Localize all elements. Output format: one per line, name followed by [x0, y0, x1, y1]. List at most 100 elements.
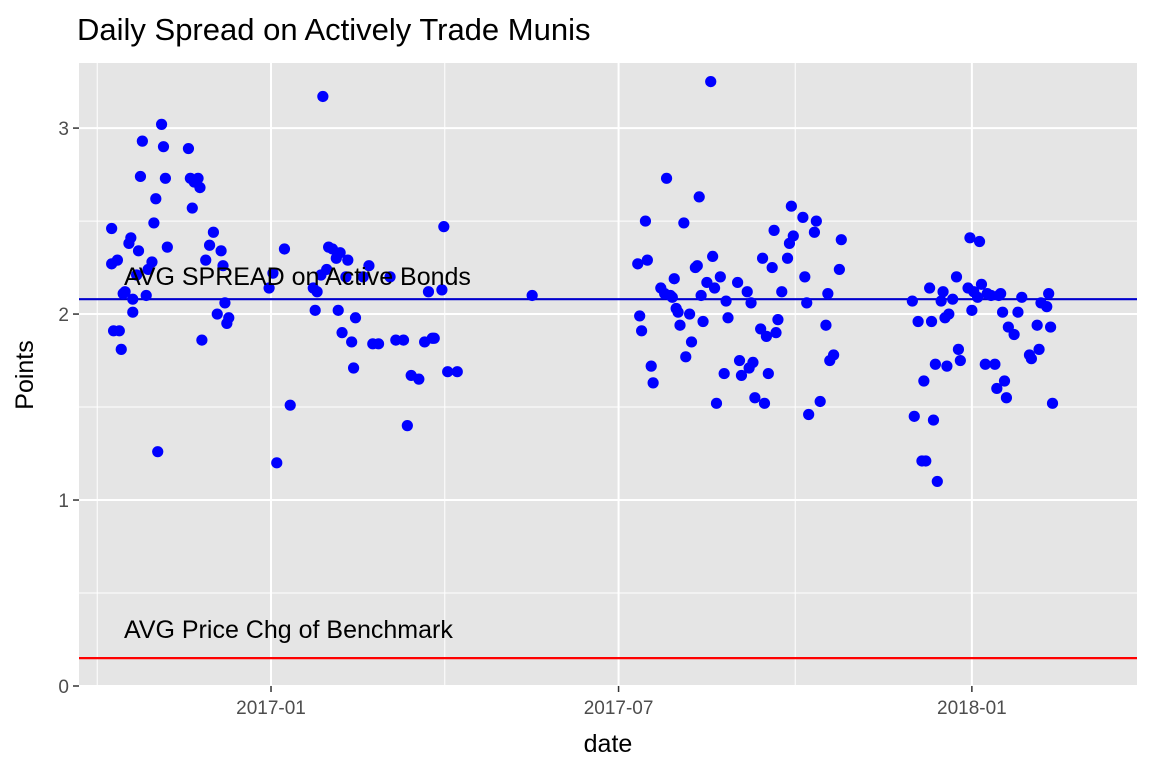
- y-axis: 0 1 2 3: [58, 119, 79, 698]
- data-point: [787, 230, 799, 242]
- data-point: [920, 455, 932, 467]
- data-point: [660, 172, 673, 184]
- data-point: [207, 226, 220, 238]
- data-point: [647, 377, 659, 389]
- data-point: [1008, 328, 1020, 341]
- plot-panel: [79, 63, 1137, 686]
- data-point: [998, 375, 1011, 387]
- data-point: [127, 306, 139, 318]
- data-point: [935, 295, 947, 307]
- data-point: [271, 457, 283, 469]
- data-point: [666, 291, 678, 303]
- data-point: [1031, 319, 1043, 331]
- data-point: [808, 226, 821, 238]
- y-tick-label: 1: [58, 491, 69, 512]
- data-point: [111, 254, 124, 266]
- data-point: [708, 282, 721, 294]
- data-point: [685, 336, 698, 348]
- data-point: [438, 221, 450, 233]
- data-point: [964, 232, 976, 244]
- data-point: [941, 360, 953, 372]
- data-point: [722, 312, 734, 324]
- data-point: [384, 271, 396, 283]
- data-points: [106, 75, 1059, 488]
- data-point: [733, 354, 746, 367]
- data-point: [106, 222, 118, 235]
- data-point: [912, 315, 924, 328]
- data-point: [772, 314, 784, 326]
- data-point: [397, 334, 410, 346]
- data-point: [943, 308, 955, 320]
- major-gridlines: [79, 63, 1137, 687]
- data-point: [334, 247, 346, 259]
- data-point: [718, 367, 730, 380]
- data-point: [705, 75, 717, 88]
- data-point: [954, 354, 966, 367]
- data-point: [770, 327, 782, 339]
- data-point: [203, 239, 216, 251]
- data-point: [155, 118, 168, 130]
- y-tick-label: 2: [58, 305, 69, 326]
- data-point: [996, 306, 1009, 318]
- data-point: [937, 286, 949, 298]
- data-point: [973, 235, 986, 248]
- data-point: [442, 366, 454, 378]
- data-point: [1000, 392, 1013, 404]
- data-point: [390, 334, 402, 346]
- data-point: [347, 362, 360, 374]
- data-point: [929, 358, 941, 370]
- data-point: [801, 297, 813, 309]
- data-point: [760, 330, 773, 342]
- data-point: [309, 304, 321, 316]
- data-point: [217, 260, 229, 272]
- data-point: [641, 254, 653, 266]
- data-point: [966, 304, 978, 316]
- data-point: [192, 172, 204, 184]
- data-point: [1033, 343, 1045, 355]
- data-point: [148, 217, 160, 229]
- data-point: [363, 260, 375, 272]
- data-point: [127, 293, 139, 305]
- data-point: [357, 271, 369, 283]
- data-point: [632, 258, 644, 270]
- data-point: [1016, 291, 1028, 303]
- data-point: [159, 172, 172, 184]
- x-tick-label: 2018-01: [937, 698, 1007, 719]
- data-point: [340, 271, 352, 283]
- data-point: [436, 284, 448, 296]
- reference-lines: [79, 298, 1137, 660]
- data-point: [925, 315, 938, 328]
- data-point: [321, 263, 333, 276]
- data-point: [194, 182, 206, 194]
- data-point: [714, 271, 726, 283]
- data-point: [803, 408, 815, 421]
- data-point: [1025, 353, 1037, 365]
- data-point: [152, 446, 164, 458]
- data-point: [267, 267, 279, 279]
- data-point: [196, 334, 208, 346]
- data-point: [927, 414, 940, 426]
- data-point: [672, 306, 684, 318]
- data-point: [732, 276, 744, 289]
- data-point: [317, 90, 329, 103]
- data-point: [136, 135, 148, 147]
- data-point: [223, 312, 235, 324]
- data-point: [150, 193, 162, 205]
- data-point: [991, 382, 1003, 395]
- data-point: [741, 286, 753, 298]
- data-point: [645, 360, 657, 372]
- data-point: [182, 142, 195, 155]
- data-point: [975, 278, 988, 290]
- data-point: [146, 256, 158, 268]
- data-point: [972, 291, 984, 303]
- data-point: [995, 288, 1007, 300]
- data-point: [372, 338, 385, 350]
- data-point: [186, 202, 198, 214]
- avg-spread-label: AVG SPREAD on Active Bonds: [124, 263, 471, 291]
- data-point: [684, 308, 696, 320]
- data-point: [908, 410, 920, 422]
- data-point: [113, 325, 125, 337]
- data-point: [346, 336, 358, 348]
- data-point: [835, 234, 847, 246]
